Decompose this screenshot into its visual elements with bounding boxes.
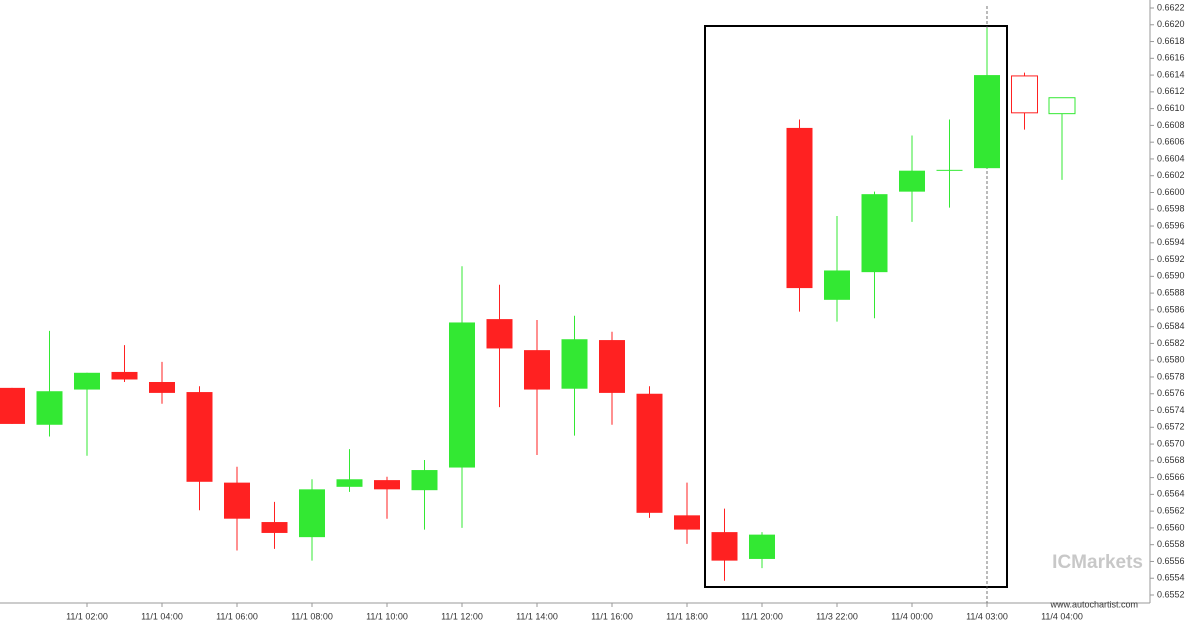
y-tick-label: 0.6590 <box>1157 271 1185 281</box>
candle-body <box>74 372 100 390</box>
y-tick-label: 0.6608 <box>1157 120 1185 130</box>
x-tick-label: 11/4 04:00 <box>1041 611 1083 621</box>
y-tick-label: 0.6596 <box>1157 220 1185 230</box>
candle-body <box>36 391 63 425</box>
y-tick-label: 0.6554 <box>1157 573 1185 583</box>
candle-body <box>449 322 475 468</box>
y-tick-label: 0.6564 <box>1157 489 1185 499</box>
watermark: ICMarkets <box>1052 552 1143 573</box>
y-tick-label: 0.6614 <box>1157 69 1185 79</box>
candle-body <box>936 169 963 171</box>
pattern-box <box>704 25 1008 588</box>
x-tick-label: 11/4 03:00 <box>966 611 1008 621</box>
y-tick-label: 0.6602 <box>1157 170 1185 180</box>
candle-body <box>711 532 738 561</box>
candle-body <box>524 350 550 390</box>
y-tick-label: 0.6606 <box>1157 137 1185 147</box>
y-tick-label: 0.6584 <box>1157 321 1185 331</box>
candle-body <box>486 319 513 349</box>
candle-body <box>974 75 1000 169</box>
y-tick-label: 0.6562 <box>1157 506 1185 516</box>
candle-body <box>261 522 288 533</box>
y-tick-label: 0.6616 <box>1157 53 1185 63</box>
candle-body <box>899 170 925 192</box>
x-tick-label: 11/1 04:00 <box>141 611 183 621</box>
x-tick-label: 11/1 20:00 <box>741 611 783 621</box>
candle-body <box>411 470 438 491</box>
y-tick-label: 0.6618 <box>1157 36 1185 46</box>
y-tick-label: 0.6552 <box>1157 589 1185 599</box>
source: www.autochartist.com <box>1049 599 1138 609</box>
y-tick-label: 0.6588 <box>1157 287 1185 297</box>
y-tick-label: 0.6570 <box>1157 438 1185 448</box>
x-tick-label: 11/1 10:00 <box>366 611 408 621</box>
y-tick-label: 0.6582 <box>1157 338 1185 348</box>
candle-body <box>1048 97 1076 115</box>
y-tick-label: 0.6574 <box>1157 405 1185 415</box>
candle-body <box>824 270 850 300</box>
x-tick-label: 11/1 12:00 <box>441 611 483 621</box>
candle-body <box>111 371 138 380</box>
y-tick-label: 0.6622 <box>1157 2 1185 12</box>
x-tick-label: 11/3 22:00 <box>816 611 858 621</box>
candle-body <box>374 480 400 490</box>
y-tick-label: 0.6612 <box>1157 86 1185 96</box>
x-tick-label: 11/1 16:00 <box>591 611 633 621</box>
y-tick-label: 0.6610 <box>1157 103 1185 113</box>
y-tick-label: 0.6566 <box>1157 472 1185 482</box>
candle-body <box>861 194 888 273</box>
x-tick-label: 11/1 14:00 <box>516 611 558 621</box>
candle-body <box>186 392 213 482</box>
y-tick-label: 0.6558 <box>1157 539 1185 549</box>
candle-body <box>674 515 700 530</box>
y-tick-label: 0.6586 <box>1157 304 1185 314</box>
candle-body <box>0 387 25 424</box>
y-tick-label: 0.6600 <box>1157 187 1185 197</box>
x-tick-label: 11/4 00:00 <box>891 611 933 621</box>
x-tick-label: 11/1 06:00 <box>216 611 258 621</box>
y-tick-label: 0.6594 <box>1157 237 1185 247</box>
candle-body <box>224 482 250 519</box>
y-tick-label: 0.6568 <box>1157 455 1185 465</box>
y-tick-label: 0.6576 <box>1157 388 1185 398</box>
y-tick-label: 0.6620 <box>1157 19 1185 29</box>
candle-body <box>299 489 325 538</box>
y-tick-label: 0.6580 <box>1157 355 1185 365</box>
candle-body <box>336 479 363 487</box>
candle-body <box>599 340 625 393</box>
y-tick-label: 0.6578 <box>1157 371 1185 381</box>
candle-body <box>561 339 588 389</box>
y-tick-label: 0.6592 <box>1157 254 1185 264</box>
x-tick-label: 11/1 18:00 <box>666 611 708 621</box>
y-tick-label: 0.6598 <box>1157 204 1185 214</box>
y-tick-label: 0.6556 <box>1157 556 1185 566</box>
y-tick-label: 0.6560 <box>1157 522 1185 532</box>
y-tick-label: 0.6572 <box>1157 422 1185 432</box>
x-tick-label: 11/1 08:00 <box>291 611 333 621</box>
x-tick-label: 11/1 02:00 <box>66 611 108 621</box>
candle-body <box>749 534 775 559</box>
candle-body <box>1011 75 1038 114</box>
y-tick-label: 0.6604 <box>1157 153 1185 163</box>
candle-body <box>636 393 663 513</box>
candle-body <box>149 382 175 393</box>
candle-body <box>786 127 813 289</box>
